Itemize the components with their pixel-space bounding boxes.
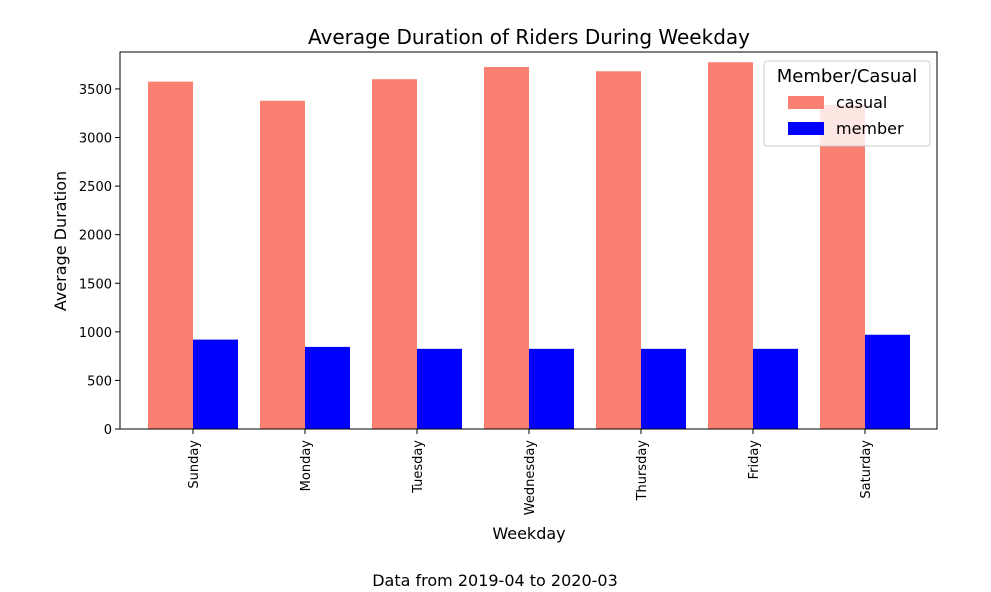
x-tick-label-monday: Monday	[299, 440, 314, 492]
bar-casual-tuesday	[372, 79, 417, 430]
bar-member-thursday	[641, 348, 686, 429]
y-tick-label: 500	[87, 374, 112, 389]
bar-casual-sunday	[148, 81, 193, 429]
y-tick-label: 3000	[79, 132, 112, 147]
bar-member-sunday	[193, 339, 238, 429]
x-tick-label-wednesday: Wednesday	[523, 440, 538, 516]
bar-casual-monday	[260, 100, 305, 430]
bar-casual-thursday	[596, 71, 641, 430]
x-tick-label-friday: Friday	[747, 440, 762, 480]
y-tick-label: 2500	[79, 180, 112, 195]
legend-swatch-casual	[788, 96, 824, 109]
legend-label-casual: casual	[836, 93, 887, 112]
x-tick-label-tuesday: Tuesday	[411, 440, 426, 494]
y-tick-label: 1500	[79, 277, 112, 292]
bar-member-wednesday	[529, 348, 574, 429]
x-axis-ticks: Sunday Monday Tuesday Wednesday Thursday Frid…	[187, 429, 874, 515]
y-axis-ticks: 0 500 1000 1500 2000 2500 3000 3500	[79, 83, 120, 438]
chart-caption: Data from 2019-04 to 2020-03	[372, 571, 618, 590]
legend-swatch-member	[788, 122, 824, 135]
bars-group	[148, 62, 910, 430]
x-axis-label: Weekday	[492, 524, 565, 543]
bar-member-monday	[305, 346, 350, 429]
y-tick-label: 2000	[79, 229, 112, 244]
bar-casual-saturday	[820, 104, 865, 429]
legend-title: Member/Casual	[777, 66, 918, 87]
chart-title: Average Duration of Riders During Weekda…	[308, 25, 750, 49]
y-axis-label: Average Duration	[51, 171, 70, 311]
x-tick-label-saturday: Saturday	[859, 440, 874, 499]
y-tick-label: 3500	[79, 83, 112, 98]
x-tick-label-sunday: Sunday	[187, 440, 202, 489]
y-tick-label: 0	[104, 423, 112, 438]
bar-casual-wednesday	[484, 67, 529, 429]
bar-member-tuesday	[417, 348, 462, 429]
y-tick-label: 1000	[79, 326, 112, 341]
x-tick-label-thursday: Thursday	[635, 440, 650, 502]
plot-area-frame	[119, 51, 938, 430]
bar-member-friday	[753, 348, 798, 429]
bar-member-saturday	[865, 334, 910, 429]
legend-label-member: member	[836, 119, 904, 138]
bar-casual-friday	[708, 62, 753, 429]
legend: Member/Casual casual member	[763, 60, 931, 147]
